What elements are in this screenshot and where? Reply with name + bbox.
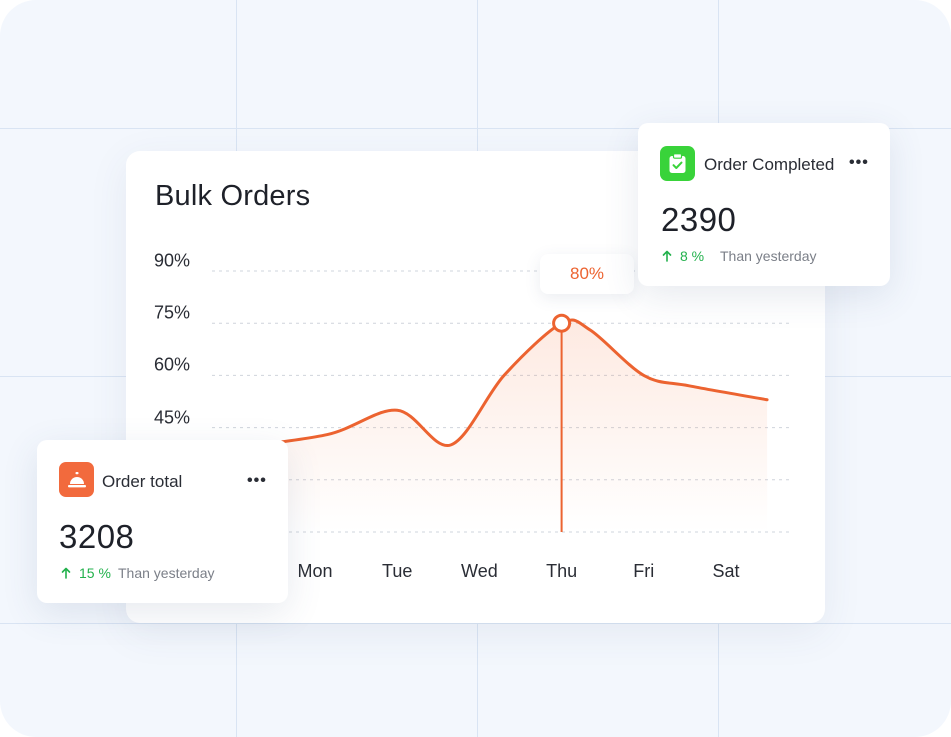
order-completed-label: Order Completed (704, 155, 835, 174)
x-tick-label: Thu (546, 561, 578, 581)
trend-up-icon (662, 249, 672, 267)
y-tick-label: 60% (154, 354, 191, 375)
order-completed-card[interactable]: Order Completed ••• 2390 8 % Than yester… (638, 123, 890, 286)
highlight-marker-point[interactable] (552, 313, 572, 333)
highlight-tooltip: 80% (540, 254, 634, 294)
trend-up-icon (61, 566, 71, 584)
more-options-icon[interactable]: ••• (849, 154, 869, 171)
background-gridline (0, 623, 951, 624)
clipboard-check-icon (660, 146, 695, 181)
y-tick-label: 45% (154, 407, 191, 428)
x-tick-label: Tue (382, 561, 413, 581)
order-total-trend: 15 % (79, 565, 111, 581)
more-options-icon[interactable]: ••• (247, 472, 267, 489)
order-completed-note: Than yesterday (720, 248, 817, 264)
order-total-value: 3208 (59, 518, 135, 555)
x-tick-label: Mon (297, 561, 333, 581)
y-tick-label: 75% (154, 302, 191, 323)
order-total-card[interactable]: Order total ••• 3208 15 % Than yesterday (37, 440, 288, 603)
order-total-label: Order total (102, 472, 183, 491)
chart-title: Bulk Orders (155, 180, 311, 212)
x-tick-label: Wed (461, 561, 498, 581)
x-tick-label: Fri (633, 561, 655, 581)
chart-series-line (224, 318, 769, 451)
order-completed-trend: 8 % (680, 248, 705, 264)
service-bell-icon (59, 462, 94, 497)
chart-area-fill (226, 319, 768, 532)
x-tick-label: Sat (712, 561, 740, 581)
background-gridline (0, 128, 951, 129)
order-completed-value: 2390 (661, 201, 737, 238)
order-total-note: Than yesterday (118, 565, 215, 581)
y-tick-label: 90% (154, 250, 191, 271)
